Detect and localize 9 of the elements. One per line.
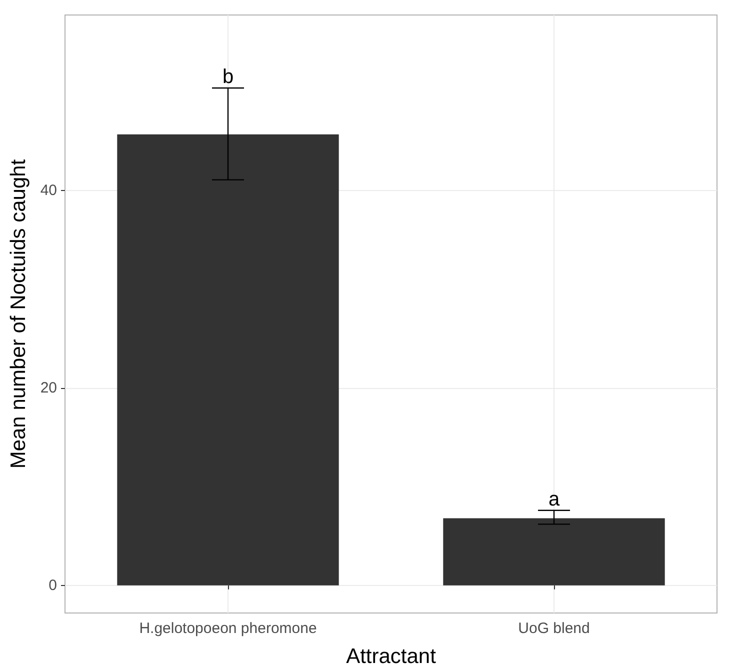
x-tick-label: H.gelotopoeon pheromone [139, 620, 317, 637]
y-tick-label: 20 [40, 380, 57, 397]
y-axis-title: Mean number of Noctuids caught [7, 159, 30, 469]
x-tick-label: UoG blend [518, 620, 590, 637]
x-axis-title: Attractant [346, 645, 436, 668]
annotation: a [548, 488, 560, 510]
y-tick-label: 40 [40, 182, 57, 200]
annotation: b [222, 66, 234, 88]
y-tick-label: 0 [48, 576, 57, 594]
